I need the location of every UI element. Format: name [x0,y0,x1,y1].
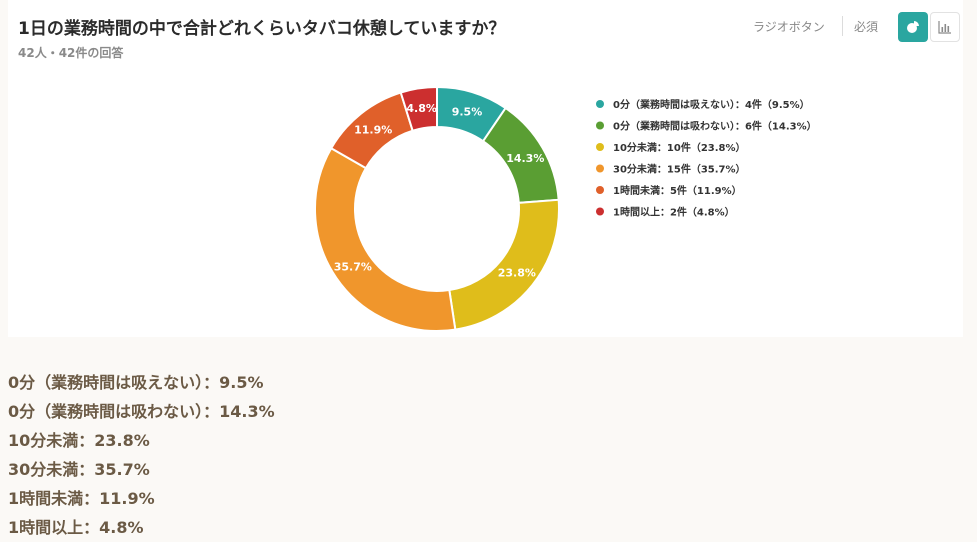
donut-chart: 9.5% 14.3% 23.8% 35.7% 11.9% 4.8% 0分（業務時間は吸えない… [313,85,817,332]
pie-chart-icon [907,21,919,33]
legend-marker-1 [596,100,604,108]
summary-line-2: 0分（業務時間は吸わない）：14.3% [8,402,275,421]
required-label: 必須 [854,20,879,34]
donut-slice-4[interactable] [313,146,457,332]
legend-marker-5 [596,186,604,194]
slice-label-4: 35.7% [334,261,372,274]
pie-view-button[interactable] [898,12,928,42]
question-title: 1日の業務時間の中で合計どれくらいタバコ休憩していますか？ [18,19,506,39]
summary-line-5: 1時間未満：11.9% [8,489,155,508]
legend-label-2[interactable]: 0分（業務時間は吸わない）：6件（14.3%） [613,120,817,133]
slice-label-5: 11.9% [354,123,392,136]
legend-label-1[interactable]: 0分（業務時間は吸えない）：4件（9.5%） [613,98,810,111]
legend-marker-6 [596,207,604,216]
summary-list: 0分（業務時間は吸えない）：9.5% 0分（業務時間は吸わない）：14.3% 10分… [8,368,275,542]
response-count: 42人・42件の回答 [18,46,124,60]
summary-line-4: 30分未満：35.7% [8,460,150,479]
summary-line-3: 10分未満：23.8% [8,431,150,450]
legend-label-4[interactable]: 30分未満：15件（35.7%） [613,163,746,176]
question-type-label: ラジオボタン [753,20,825,34]
slice-label-1: 9.5% [452,106,483,119]
summary-line-1: 0分（業務時間は吸えない）：9.5% [8,373,264,392]
donut-slice-6[interactable] [399,85,438,132]
header-divider [842,16,843,36]
question-card: 1日の業務時間の中で合計どれくらいタバコ休憩していますか？ 42人・42件の回答… [8,0,963,337]
donut-slice-3[interactable] [448,198,560,331]
legend-marker-3 [596,143,604,151]
legend-marker-2 [596,121,604,130]
summary-line-6: 1時間以上：4.8% [8,518,144,537]
legend-label-6[interactable]: 1時間以上：2件（4.8%） [613,206,735,219]
slice-label-2: 14.3% [506,152,544,165]
bar-view-button[interactable] [930,12,960,42]
legend-marker-4 [596,164,604,173]
legend-label-5[interactable]: 1時間未満：5件（11.9%） [613,184,742,197]
slice-label-6: 4.8% [406,102,437,115]
legend-label-3[interactable]: 10分未満：10件（23.8%） [613,141,746,154]
bar-chart-icon [938,21,951,34]
slice-label-3: 23.8% [498,267,536,280]
